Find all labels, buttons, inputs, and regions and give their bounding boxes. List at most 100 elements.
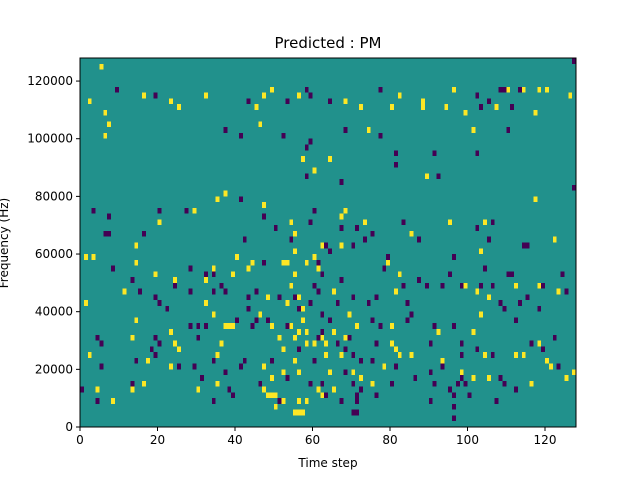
heatmap-cell-high — [304, 328, 309, 335]
heatmap-cell-low — [452, 323, 456, 329]
heatmap-cell-high — [269, 392, 274, 399]
heatmap-cell-low — [448, 271, 453, 278]
heatmap-cell-high — [215, 196, 220, 203]
heatmap-cell-low — [238, 363, 243, 370]
x-tick-label: 120 — [534, 433, 557, 447]
heatmap-cell-high — [362, 219, 367, 226]
heatmap-cell-high — [262, 386, 267, 393]
heatmap-cell-low — [312, 282, 317, 289]
heatmap-cell-high — [390, 340, 394, 347]
heatmap-cell-high — [304, 259, 309, 266]
heatmap-cell-high — [192, 207, 197, 214]
heatmap-cell-high — [312, 340, 317, 347]
heatmap-cell-high — [281, 398, 286, 404]
heatmap-cell-low — [386, 254, 391, 260]
heatmap-cell-high — [397, 271, 402, 278]
heatmap-cell-low — [157, 340, 162, 347]
heatmap-cell-low — [378, 86, 383, 93]
heatmap-cell-high — [262, 202, 267, 208]
heatmap-cell-low — [316, 288, 321, 295]
heatmap-cell-high — [328, 156, 332, 162]
heatmap-cell-low — [452, 254, 456, 260]
heatmap-cell-high — [99, 63, 104, 70]
heatmap-cell-high — [300, 409, 305, 416]
heatmap-cell-high — [548, 363, 553, 370]
heatmap-cell-high — [211, 265, 216, 272]
heatmap-cell-low — [91, 207, 96, 214]
heatmap-cell-high — [339, 352, 344, 358]
heatmap-cell-low — [320, 328, 325, 335]
plot-area — [80, 58, 577, 427]
heatmap-cell-high — [235, 254, 239, 260]
heatmap-cell-high — [246, 265, 251, 272]
heatmap-cell-high — [111, 398, 115, 404]
heatmap-cell-low — [95, 398, 100, 404]
heatmap-cell-low — [238, 196, 243, 203]
heatmap-cell-low — [452, 392, 456, 399]
heatmap-cell-high — [436, 328, 441, 335]
heatmap-cell-high — [514, 282, 518, 289]
heatmap-cell-low — [351, 352, 356, 358]
heatmap-cell-low — [483, 265, 487, 272]
heatmap-cell-low — [107, 213, 112, 220]
heatmap-cell-low — [339, 225, 344, 231]
heatmap-cell-low — [95, 334, 100, 341]
heatmap-cell-low — [378, 323, 383, 329]
heatmap-cell-low — [107, 230, 112, 237]
heatmap-cell-high — [324, 340, 329, 347]
heatmap-cell-low — [266, 317, 270, 324]
heatmap-cell-low — [308, 138, 313, 145]
heatmap-cell-low — [486, 98, 491, 105]
heatmap-cell-high — [219, 340, 224, 347]
heatmap-cell-low — [510, 104, 515, 110]
heatmap-cell-low — [223, 369, 228, 376]
heatmap-cell-low — [572, 184, 577, 191]
heatmap-cell-high — [130, 386, 135, 393]
heatmap-cell-low — [417, 277, 422, 283]
heatmap-cell-high — [87, 352, 92, 358]
heatmap-cell-high — [266, 294, 270, 301]
heatmap-cell-low — [308, 380, 313, 387]
heatmap-cell-high — [258, 121, 263, 128]
heatmap-cell-high — [293, 357, 298, 364]
heatmap-cell-high — [300, 305, 305, 312]
heatmap-cell-high — [142, 92, 146, 99]
heatmap-cell-high — [343, 334, 348, 341]
heatmap-cell-high — [223, 323, 228, 329]
heatmap-cell-low — [525, 242, 530, 249]
heatmap-cell-low — [277, 294, 282, 301]
heatmap-cell-high — [514, 352, 518, 358]
heatmap-cell-high — [312, 254, 317, 260]
heatmap-cell-high — [331, 328, 336, 335]
heatmap-cell-low — [312, 357, 317, 364]
y-tick-label: 0 — [65, 420, 73, 434]
heatmap-cell-low — [374, 340, 379, 347]
heatmap-cell-low — [498, 86, 503, 93]
heatmap-cell-low — [308, 219, 313, 226]
heatmap-cell-low — [452, 415, 456, 422]
heatmap-cell-low — [432, 150, 437, 157]
heatmap-cell-low — [211, 398, 216, 404]
heatmap-cell-high — [463, 282, 468, 289]
heatmap-cell-high — [328, 369, 332, 376]
heatmap-cell-high — [134, 259, 139, 266]
heatmap-cell-high — [297, 294, 301, 301]
y-tick-label: 20000 — [35, 362, 73, 376]
heatmap-cell-high — [215, 380, 220, 387]
heatmap-cell-low — [417, 236, 422, 243]
heatmap-cell-low — [188, 265, 193, 272]
heatmap-cell-low — [475, 150, 480, 157]
heatmap-cell-low — [343, 369, 348, 376]
heatmap-cell-low — [479, 104, 484, 110]
heatmap-cell-low — [142, 230, 146, 237]
heatmap-cell-low — [359, 357, 363, 364]
heatmap-cell-high — [269, 375, 274, 381]
heatmap-cell-low — [413, 375, 418, 381]
heatmap-cell-high — [293, 230, 298, 237]
heatmap-cell-high — [359, 375, 363, 381]
heatmap-cell-high — [343, 207, 348, 214]
heatmap-cell-low — [351, 380, 356, 387]
heatmap-cell-low — [502, 380, 507, 387]
heatmap-cell-high — [122, 288, 127, 295]
